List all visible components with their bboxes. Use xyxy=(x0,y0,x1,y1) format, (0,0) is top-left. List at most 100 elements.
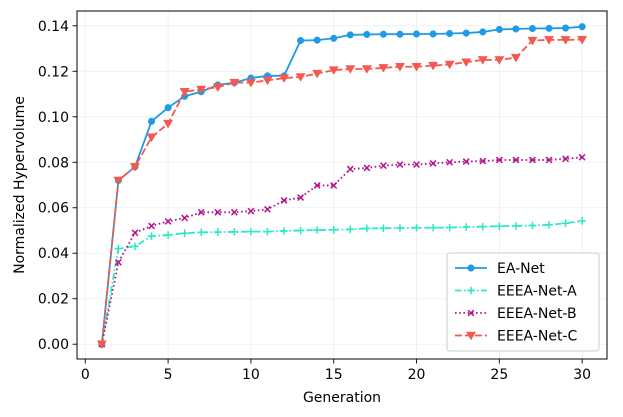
legend-marker-eeea-net-b xyxy=(467,309,475,317)
data-point-eeea-net-a xyxy=(363,224,371,233)
data-point-eeea-net-c xyxy=(361,65,372,74)
data-point-eeea-net-a xyxy=(445,223,454,232)
x-tick-label: 30 xyxy=(573,367,591,383)
data-point-ea-net xyxy=(330,34,338,42)
x-tick-label: 0 xyxy=(81,367,90,383)
data-point-eeea-net-b xyxy=(529,156,536,164)
legend-label-eeea-net-b: EEEA-Net-B xyxy=(497,306,577,322)
data-point-eeea-net-c xyxy=(461,58,472,68)
data-point-ea-net xyxy=(379,30,387,38)
plot-frame xyxy=(76,10,608,360)
data-point-eeea-net-a xyxy=(197,228,206,237)
x-tick-label: 5 xyxy=(164,367,173,383)
data-point-eeea-net-a xyxy=(462,223,471,231)
data-point-eeea-net-a xyxy=(346,225,355,234)
data-point-ea-net xyxy=(396,30,404,38)
data-point-eeea-net-c xyxy=(527,36,538,46)
data-point-eeea-net-c xyxy=(229,78,240,88)
x-axis-ticks: 0 5 10 15 20 25 30 xyxy=(81,359,591,383)
data-point-ea-net xyxy=(495,25,503,33)
data-point-eeea-net-b xyxy=(313,182,321,189)
data-point-eeea-net-a xyxy=(147,232,156,240)
series-eeea-net-c xyxy=(96,35,588,350)
data-point-eeea-net-a xyxy=(329,226,338,234)
data-point-eeea-net-a xyxy=(180,229,189,238)
series-eeea-net-a xyxy=(98,217,586,349)
data-point-eeea-net-b xyxy=(363,164,371,172)
data-point-ea-net xyxy=(346,31,354,39)
data-point-eeea-net-c xyxy=(113,176,124,186)
data-point-eeea-net-a xyxy=(280,227,288,235)
data-point-ea-net xyxy=(313,36,321,44)
data-point-eeea-net-a xyxy=(396,224,404,232)
data-point-eeea-net-a xyxy=(412,223,421,232)
data-point-eeea-net-c xyxy=(428,61,439,71)
data-point-eeea-net-b xyxy=(114,258,122,266)
data-point-eeea-net-c xyxy=(163,119,174,129)
y-axis-ticks: 0.00 0.02 0.04 0.06 0.08 0.10 0.12 0.14 xyxy=(38,19,77,353)
data-point-eeea-net-c xyxy=(212,83,223,93)
data-point-eeea-net-c xyxy=(96,340,107,350)
legend-marker-eeea-net-a xyxy=(467,286,475,295)
data-point-eeea-net-a xyxy=(313,226,321,234)
data-point-eeea-net-b xyxy=(280,197,288,204)
data-point-eeea-net-b xyxy=(512,156,520,164)
data-point-eeea-net-b xyxy=(181,214,189,222)
data-point-eeea-net-c xyxy=(262,76,273,86)
data-point-eeea-net-b xyxy=(446,158,454,166)
data-point-ea-net xyxy=(462,29,470,37)
data-point-eeea-net-c xyxy=(378,64,389,73)
y-tick-label: 0.04 xyxy=(38,246,69,262)
y-tick-label: 0.08 xyxy=(38,155,69,171)
y-tick-label: 0.06 xyxy=(38,201,69,217)
data-point-eeea-net-b xyxy=(429,159,437,167)
data-point-eeea-net-b xyxy=(396,161,404,168)
data-point-eeea-net-c xyxy=(477,56,488,65)
data-point-eeea-net-b xyxy=(264,205,271,213)
data-point-eeea-net-b xyxy=(148,222,155,230)
data-point-eeea-net-c xyxy=(345,65,356,74)
y-tick-label: 0.00 xyxy=(38,337,69,353)
y-tick-label: 0.02 xyxy=(38,292,69,308)
x-tick-label: 25 xyxy=(490,367,508,383)
data-point-eeea-net-a xyxy=(512,222,520,230)
data-point-eeea-net-a xyxy=(545,221,553,229)
data-point-eeea-net-a xyxy=(296,226,305,235)
legend-label-eeea-net-c: EEEA-Net-C xyxy=(497,329,577,345)
data-point-eeea-net-c xyxy=(312,69,323,79)
data-point-ea-net xyxy=(297,37,305,45)
data-point-ea-net xyxy=(562,24,570,32)
data-point-ea-net xyxy=(164,104,172,112)
data-point-eeea-net-a xyxy=(213,228,222,236)
y-axis-label: Normalized Hypervolume xyxy=(12,96,28,274)
data-point-ea-net xyxy=(363,30,371,38)
legend: EA-Net EEEA-Net-A EEEA-Net-B EEEA-Net-C xyxy=(446,252,600,352)
data-point-eeea-net-b xyxy=(131,229,139,237)
data-point-ea-net xyxy=(446,29,454,38)
data-point-eeea-net-a xyxy=(230,228,239,236)
data-point-eeea-net-b xyxy=(230,208,238,216)
legend-box xyxy=(446,252,600,352)
data-point-eeea-net-c xyxy=(129,163,141,172)
data-point-eeea-net-c xyxy=(196,85,207,95)
data-point-eeea-net-c xyxy=(295,73,306,82)
data-point-ea-net xyxy=(545,24,553,32)
data-point-eeea-net-b xyxy=(562,155,570,163)
data-point-eeea-net-b xyxy=(462,158,470,166)
data-point-eeea-net-a xyxy=(247,227,255,236)
data-point-ea-net xyxy=(578,23,586,31)
data-point-ea-net xyxy=(412,30,421,38)
data-point-eeea-net-b xyxy=(578,153,586,161)
data-point-eeea-net-b xyxy=(330,182,338,189)
data-point-eeea-net-a xyxy=(578,217,586,225)
data-point-ea-net xyxy=(528,24,537,33)
x-tick-label: 10 xyxy=(242,367,260,383)
data-point-eeea-net-a xyxy=(528,221,537,230)
x-tick-label: 20 xyxy=(408,367,426,383)
data-point-eeea-net-c xyxy=(543,36,555,45)
data-point-eeea-net-a xyxy=(263,227,272,236)
data-point-eeea-net-b xyxy=(297,194,305,201)
data-point-eeea-net-b xyxy=(479,157,487,165)
y-tick-label: 0.10 xyxy=(38,110,69,126)
